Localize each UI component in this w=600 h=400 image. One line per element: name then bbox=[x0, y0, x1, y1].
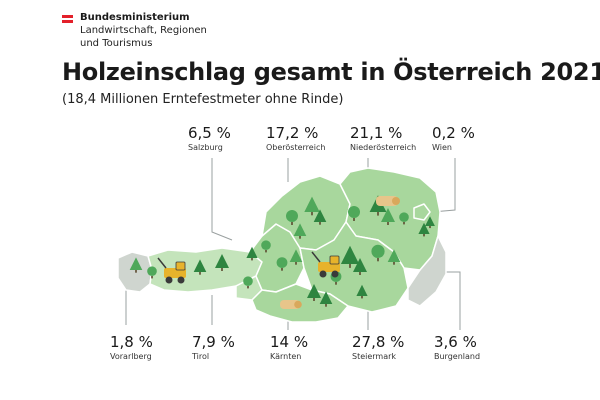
log-pile-icon-south bbox=[280, 300, 302, 309]
ministry-name-line-2: Landwirtschaft, Regionen bbox=[80, 25, 207, 36]
tree-trunk bbox=[135, 270, 137, 273]
tree-trunk bbox=[299, 236, 301, 239]
tree-trunk bbox=[281, 268, 283, 271]
name-burgenland: Burgenland bbox=[434, 352, 481, 361]
tree-trunk bbox=[291, 222, 293, 225]
name-wien: Wien bbox=[432, 143, 452, 152]
tree-trunk bbox=[353, 218, 355, 221]
tree-trunk bbox=[429, 226, 431, 229]
tree-trunk bbox=[251, 258, 253, 261]
chart-title: Holzeinschlag gesamt in Österreich 2021 bbox=[62, 58, 600, 86]
conifer-tree-icon bbox=[289, 249, 303, 262]
name-vorarlberg: Vorarlberg bbox=[110, 352, 152, 361]
conifer-tree-icon bbox=[418, 222, 430, 234]
conifer-tree-icon bbox=[129, 257, 143, 270]
tree-trunk bbox=[403, 222, 405, 225]
pct-oberoesterreich: 17,2 % bbox=[266, 124, 319, 142]
tree-trunk bbox=[295, 262, 297, 265]
tree-trunk bbox=[247, 286, 249, 289]
label-vorarlberg: 1,8 % Vorarlberg bbox=[110, 333, 153, 361]
deciduous-tree-icon bbox=[371, 244, 385, 258]
conifer-tree-icon bbox=[387, 249, 401, 262]
tree-trunk bbox=[313, 298, 315, 301]
label-kaernten: 14 % Kärnten bbox=[270, 333, 308, 361]
tree-trunk bbox=[361, 296, 363, 299]
chart-subtitle: (18,4 Millionen Erntefestmeter ohne Rind… bbox=[62, 92, 344, 107]
harvester-icon-west bbox=[157, 257, 186, 284]
tree-trunk bbox=[335, 282, 337, 285]
log-pile-icon-north bbox=[376, 196, 400, 206]
tree-trunk bbox=[265, 250, 267, 253]
conifer-tree-icon bbox=[293, 223, 307, 236]
tree-trunk bbox=[377, 212, 379, 216]
tree-icons bbox=[129, 195, 435, 307]
deciduous-tree-icon bbox=[399, 212, 409, 222]
deciduous-tree-icon bbox=[261, 240, 271, 250]
conifer-tree-icon bbox=[353, 258, 367, 272]
conifer-tree-icon bbox=[307, 284, 321, 298]
ministry-name-line-3: und Tourismus bbox=[80, 38, 153, 49]
conifer-tree-icon bbox=[381, 208, 395, 222]
tree-trunk bbox=[393, 262, 395, 265]
name-steiermark: Steiermark bbox=[352, 352, 397, 361]
tree-trunk bbox=[377, 258, 379, 262]
pct-kaernten: 14 % bbox=[270, 333, 309, 351]
tree-trunk bbox=[151, 276, 153, 279]
name-kaernten: Kärnten bbox=[270, 352, 302, 361]
name-salzburg: Salzburg bbox=[188, 143, 223, 152]
map-regions bbox=[117, 167, 447, 323]
pct-tirol: 7,9 % bbox=[192, 333, 235, 351]
tree-trunk bbox=[311, 212, 313, 216]
region-vorarlberg bbox=[117, 251, 153, 293]
label-wien: 0,2 % Wien bbox=[432, 124, 475, 152]
tree-trunk bbox=[221, 268, 223, 271]
conifer-tree-icon bbox=[319, 291, 333, 304]
deciduous-tree-icon bbox=[276, 257, 288, 268]
label-niederoesterreich: 21,1 % Niederösterreich bbox=[350, 124, 416, 152]
pct-salzburg: 6,5 % bbox=[188, 124, 231, 142]
pct-vorarlberg: 1,8 % bbox=[110, 333, 153, 351]
deciduous-tree-icon bbox=[286, 210, 298, 222]
pct-wien: 0,2 % bbox=[432, 124, 475, 142]
conifer-tree-icon bbox=[193, 259, 207, 272]
tree-trunk bbox=[423, 234, 425, 237]
tree-trunk bbox=[325, 304, 327, 307]
tree-trunk bbox=[387, 222, 389, 225]
harvester-icon-center bbox=[311, 251, 340, 278]
name-oberoesterreich: Oberösterreich bbox=[266, 143, 326, 152]
ministry-name-line-1: Bundesministerium bbox=[80, 12, 190, 23]
deciduous-tree-icon bbox=[243, 276, 253, 287]
tree-trunk bbox=[349, 264, 351, 268]
name-niederoesterreich: Niederösterreich bbox=[350, 143, 417, 152]
austria-flag-icon bbox=[62, 15, 73, 23]
region-burgenland bbox=[407, 235, 447, 307]
leader-salzburg bbox=[211, 158, 233, 241]
deciduous-tree-icon bbox=[147, 266, 157, 277]
pct-steiermark: 27,8 % bbox=[352, 333, 405, 351]
conifer-tree-icon bbox=[340, 245, 360, 264]
tree-trunk bbox=[199, 272, 201, 275]
conifer-tree-icon bbox=[304, 196, 320, 212]
pct-niederoesterreich: 21,1 % bbox=[350, 124, 403, 142]
deciduous-tree-icon bbox=[348, 206, 360, 218]
conifer-tree-icon bbox=[246, 246, 258, 258]
conifer-tree-icon bbox=[425, 216, 435, 226]
conifer-tree-icon bbox=[215, 254, 229, 268]
name-tirol: Tirol bbox=[192, 352, 210, 361]
label-salzburg: 6,5 % Salzburg bbox=[188, 124, 231, 152]
label-burgenland: 3,6 % Burgenland bbox=[434, 333, 480, 361]
label-tirol: 7,9 % Tirol bbox=[192, 333, 235, 361]
conifer-tree-icon bbox=[313, 209, 327, 222]
tree-trunk bbox=[319, 222, 321, 225]
region-wien bbox=[413, 203, 431, 221]
conifer-tree-icon bbox=[356, 284, 368, 296]
label-steiermark: 27,8 % Steiermark bbox=[352, 333, 404, 361]
tree-trunk bbox=[359, 272, 361, 275]
pct-burgenland: 3,6 % bbox=[434, 333, 477, 351]
label-oberoesterreich: 17,2 % Oberösterreich bbox=[266, 124, 325, 152]
